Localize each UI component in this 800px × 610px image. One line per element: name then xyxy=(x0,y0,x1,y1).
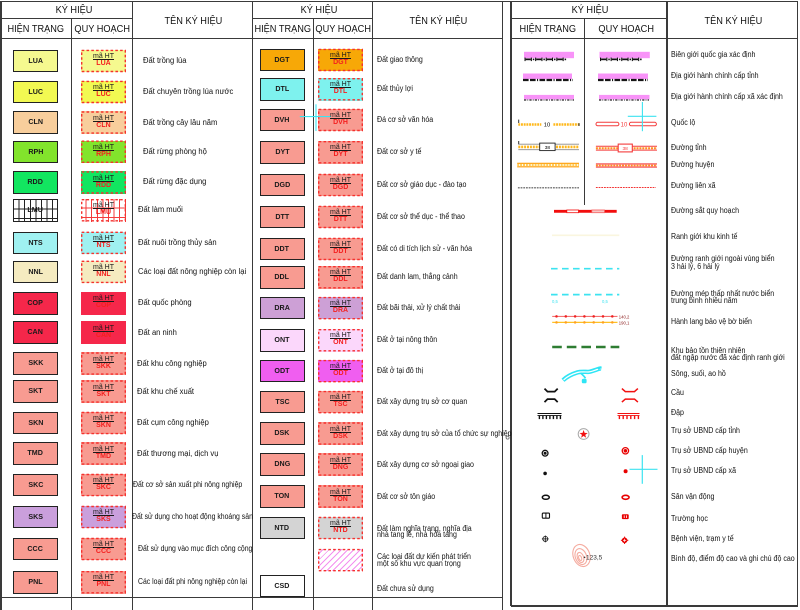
svg-text:10: 10 xyxy=(621,123,628,129)
svg-text:140,2: 140,2 xyxy=(619,314,630,319)
svg-text:190,1: 190,1 xyxy=(619,320,630,325)
svg-text:38: 38 xyxy=(623,146,629,152)
svg-text:10: 10 xyxy=(544,123,550,129)
svg-text:0,5: 0,5 xyxy=(602,299,608,304)
svg-text:123,5: 123,5 xyxy=(586,555,603,562)
svg-text:38: 38 xyxy=(545,145,551,151)
svg-text:0,5: 0,5 xyxy=(552,299,558,304)
